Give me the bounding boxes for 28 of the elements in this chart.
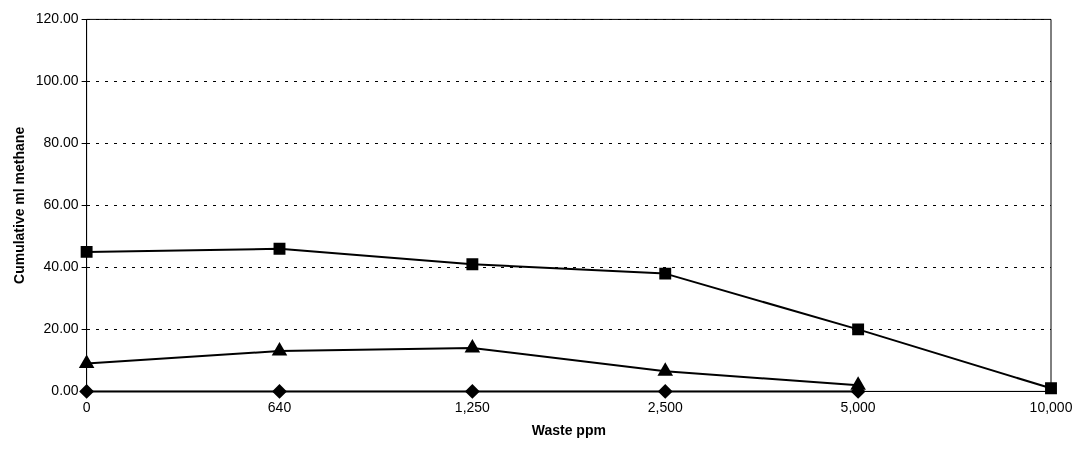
point (658, 384, 673, 399)
point (659, 267, 672, 280)
x-tick-label: 5,000 (840, 398, 876, 415)
y-tick-label: 0.00 (51, 382, 79, 399)
x-tick-label: 1,250 (454, 398, 491, 415)
x-axis-title: Waste ppm (531, 422, 606, 439)
point (465, 384, 480, 399)
point (79, 384, 94, 399)
y-tick-label: 80.00 (43, 134, 79, 151)
point (79, 355, 94, 368)
y-tick-label: 20.00 (43, 320, 79, 337)
point (272, 343, 287, 356)
x-tick-label: 640 (267, 398, 292, 415)
point (658, 363, 673, 376)
y-tick-label: 40.00 (43, 258, 79, 275)
x-tick-label: 2,500 (647, 398, 683, 415)
y-axis-title: Cumulative ml methane (11, 126, 28, 284)
y-tick-label: 60.00 (43, 196, 79, 213)
x-tick-label: 0 (82, 398, 91, 415)
point (80, 245, 93, 258)
point (272, 384, 287, 399)
point (273, 242, 286, 255)
point (466, 258, 479, 271)
point (465, 340, 480, 353)
y-tick-label: 120.00 (35, 10, 79, 27)
point (852, 323, 865, 336)
y-tick-label: 100.00 (35, 72, 79, 89)
x-tick-label: 10,000 (1029, 398, 1073, 415)
